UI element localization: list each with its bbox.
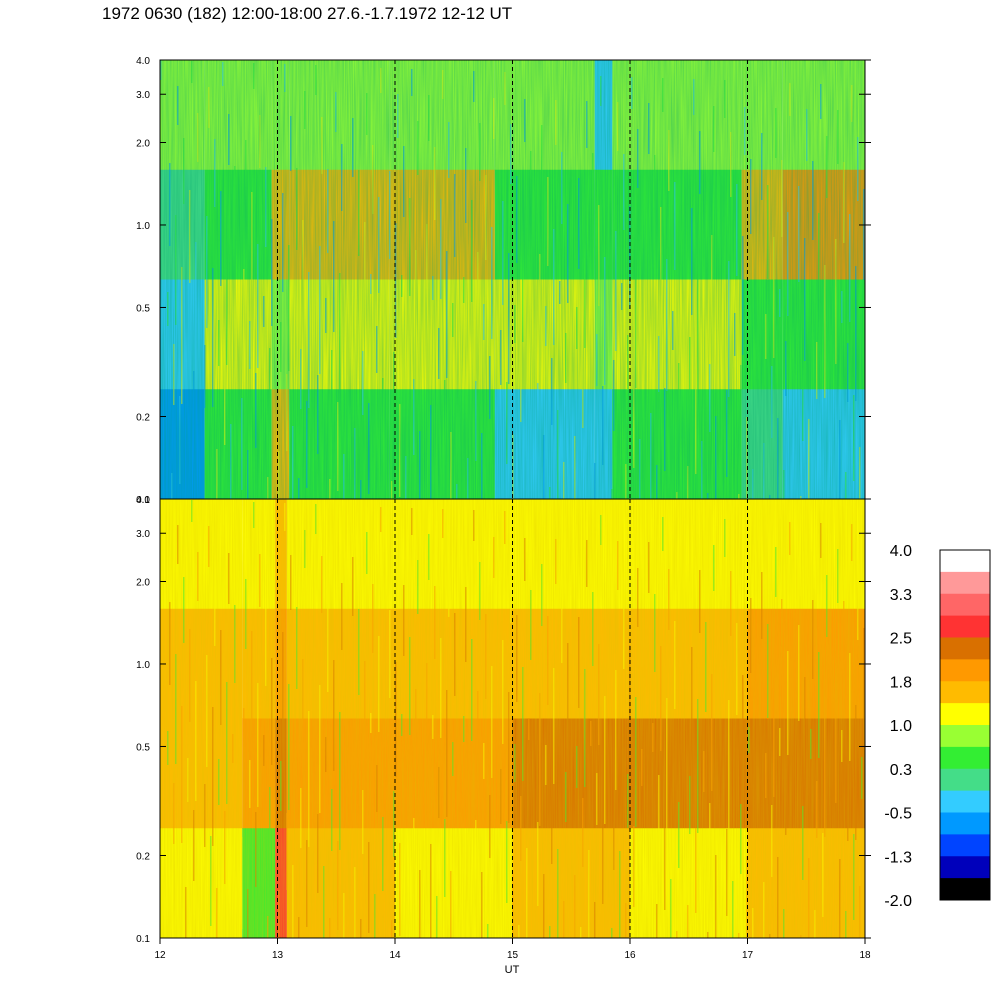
- colorbar: 4.0 3.3 2.5 1.8 1.0 0.3 -0.5 -1.3 -2.0: [884, 543, 991, 910]
- colorbar-swatch: [940, 550, 990, 573]
- colorbar-label: 3.3: [890, 587, 912, 604]
- y-tick-label: 1.0: [136, 221, 150, 232]
- bottom-hour-lines: [277, 499, 748, 938]
- y-tick-label: 0.5: [136, 742, 150, 753]
- y-tick-label: 3.0: [136, 90, 150, 101]
- x-axis-label: UT: [505, 964, 520, 976]
- bottom-spectrogram-panel: 0.1 0.2 0.5 1.0 2.0 3.0 4.0 12 13 14 15 16 17 18: [136, 495, 871, 961]
- y-tick-label: 4.0: [136, 495, 150, 506]
- colorbar-swatch: [940, 725, 990, 748]
- y-tick-label: 0.1: [136, 495, 150, 506]
- colorbar-label: -1.3: [884, 849, 912, 866]
- x-tick-label: 17: [742, 950, 754, 961]
- page-title: 1972 0630 (182) 12:00-18:00 27.6.-1.7.19…: [102, 4, 513, 23]
- colorbar-frame: [939, 549, 991, 901]
- colorbar-label: 0.3: [890, 762, 912, 779]
- x-tick-label: 18: [859, 950, 871, 961]
- x-tick-label: 12: [154, 950, 166, 961]
- colorbar-label: -0.5: [884, 806, 912, 823]
- x-tick-label: 16: [624, 950, 636, 961]
- y-tick-label: 0.1: [136, 934, 150, 945]
- x-tick-label: 13: [272, 950, 284, 961]
- colorbar-label: 2.5: [890, 631, 912, 648]
- colorbar-swatch: [940, 746, 990, 770]
- colorbar-swatch: [940, 790, 990, 813]
- y-tick-label: 1.0: [136, 660, 150, 671]
- colorbar-swatch: [940, 681, 990, 704]
- colorbar-swatch: [940, 659, 990, 682]
- x-axis: 12 13 14 15 16 17 18: [154, 938, 871, 961]
- colorbar-swatch: [940, 768, 990, 792]
- y-tick-label: 2.0: [136, 577, 150, 588]
- top-hour-lines: [277, 60, 748, 499]
- colorbar-label: 4.0: [890, 543, 912, 560]
- top-spectrogram-panel: 0.1 0.2 0.5 1.0 2.0 3.0 4.0: [136, 56, 871, 506]
- colorbar-swatch: [940, 834, 990, 857]
- colorbar-swatch: [940, 615, 990, 638]
- y-tick-label: 2.0: [136, 138, 150, 149]
- y-tick-label: 0.5: [136, 303, 150, 314]
- colorbar-swatch: [940, 571, 990, 595]
- colorbar-label: 1.8: [890, 674, 912, 691]
- colorbar-swatch: [940, 637, 990, 660]
- y-tick-label: 0.2: [136, 413, 150, 424]
- colorbar-label: 1.0: [890, 718, 912, 735]
- colorbar-swatch: [940, 878, 990, 901]
- x-tick-label: 15: [507, 950, 519, 961]
- y-tick-label: 3.0: [136, 529, 150, 540]
- colorbar-swatch: [940, 812, 990, 835]
- y-tick-label: 4.0: [136, 56, 150, 67]
- x-tick-label: 14: [389, 950, 401, 961]
- colorbar-swatch: [940, 703, 990, 726]
- colorbar-swatch: [940, 593, 990, 617]
- colorbar-swatch: [940, 856, 990, 879]
- colorbar-label: -2.0: [884, 893, 912, 910]
- y-tick-label: 0.2: [136, 852, 150, 863]
